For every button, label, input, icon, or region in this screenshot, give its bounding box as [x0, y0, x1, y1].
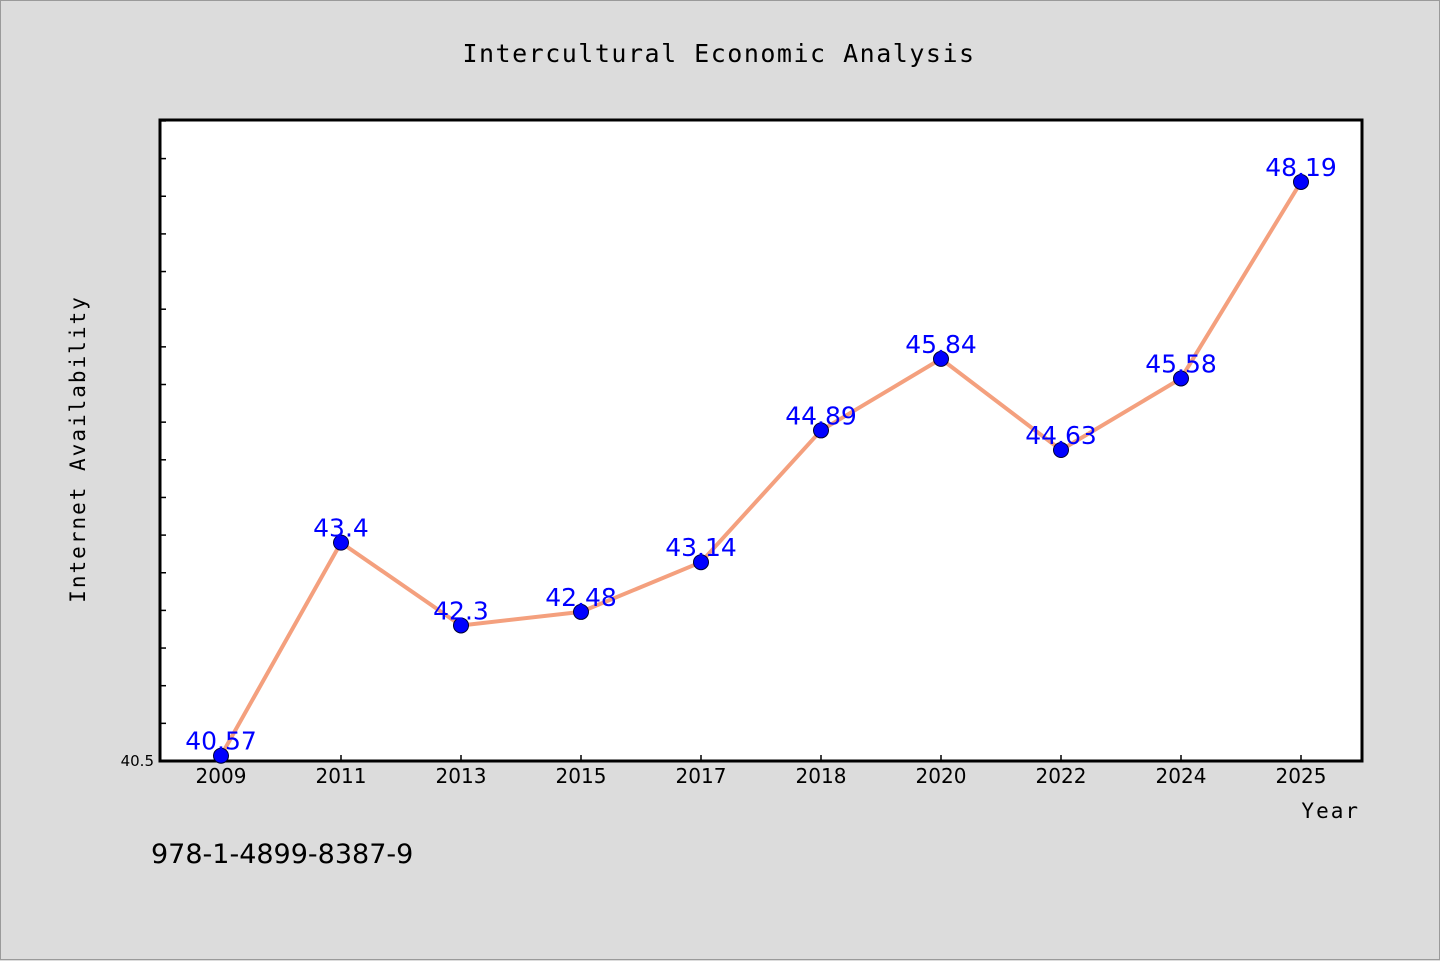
data-point — [1173, 370, 1189, 387]
y-axis-title: Internet Availability — [66, 295, 90, 603]
data-point — [1293, 173, 1309, 190]
y-axis-ticks: 40.5 — [121, 120, 166, 770]
data-point — [453, 617, 469, 634]
x-tick-label: 2020 — [916, 764, 967, 788]
x-tick-label: 2017 — [676, 764, 727, 788]
data-label: 42.48 — [545, 583, 617, 612]
x-tick-label: 2022 — [1036, 764, 1087, 788]
data-point — [1053, 442, 1069, 459]
data-point — [813, 422, 829, 439]
data-point — [933, 350, 949, 367]
x-axis-ticks: 2009 2011 2013 2015 2017 2018 2020 2022 2024 2025 — [196, 755, 1327, 788]
x-tick-label: 2011 — [316, 764, 367, 788]
data-label: 45.84 — [905, 330, 977, 359]
chart-title: Intercultural Economic Analysis — [462, 39, 975, 68]
data-label: 43.14 — [665, 533, 737, 562]
data-point — [573, 603, 589, 620]
x-axis-title: Year — [1301, 799, 1360, 823]
x-tick-label: 2015 — [556, 764, 607, 788]
y-tick-label: 40.5 — [121, 752, 154, 770]
data-point — [693, 554, 709, 571]
x-tick-label: 2018 — [796, 764, 847, 788]
x-tick-label: 2009 — [196, 764, 247, 788]
data-label: 44.63 — [1025, 421, 1097, 450]
x-tick-label: 2025 — [1276, 764, 1327, 788]
x-tick-label: 2013 — [436, 764, 487, 788]
isbn-text: 978-1-4899-8387-9 — [151, 839, 413, 870]
data-point — [333, 534, 349, 551]
data-label: 43.4 — [313, 514, 369, 543]
data-label: 42.3 — [433, 596, 489, 625]
data-label: 44.89 — [785, 401, 857, 430]
data-point — [213, 747, 229, 764]
data-label: 40.57 — [185, 727, 257, 756]
series-group — [213, 173, 1309, 764]
x-tick-label: 2024 — [1156, 764, 1207, 788]
data-label-group: 40.57 43.4 42.3 42.48 43.14 44.89 45.84 44.63 45… — [185, 153, 1337, 756]
data-label: 45.58 — [1145, 349, 1217, 378]
data-label: 48.19 — [1265, 153, 1337, 182]
series-line — [219, 179, 1303, 758]
plot-area — [158, 118, 1364, 763]
